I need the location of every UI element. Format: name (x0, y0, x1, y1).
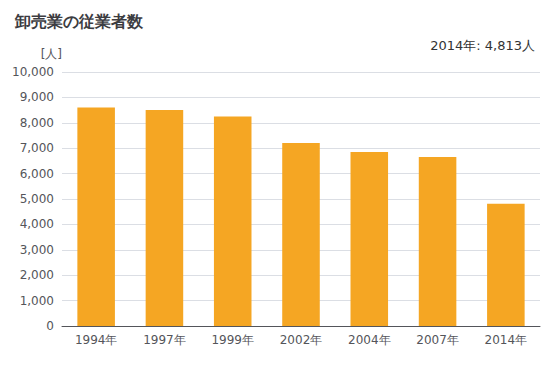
svg-text:8,000: 8,000 (20, 116, 54, 130)
svg-text:4,000: 4,000 (20, 217, 54, 231)
svg-text:10,000: 10,000 (12, 65, 54, 79)
svg-text:[人]: [人] (41, 47, 62, 61)
svg-text:2014年: 2014年 (485, 333, 528, 347)
svg-text:1994年: 1994年 (75, 333, 118, 347)
svg-text:5,000: 5,000 (20, 192, 54, 206)
svg-text:2,000: 2,000 (20, 268, 54, 282)
svg-text:3,000: 3,000 (20, 243, 54, 257)
svg-text:卸売業の従業者数: 卸売業の従業者数 (14, 12, 144, 31)
svg-text:9,000: 9,000 (20, 90, 54, 104)
svg-text:2002年: 2002年 (280, 333, 323, 347)
svg-text:2014年: 4,813人: 2014年: 4,813人 (430, 38, 535, 53)
svg-text:7,000: 7,000 (20, 141, 54, 155)
svg-text:1999年: 1999年 (211, 333, 254, 347)
svg-text:1997年: 1997年 (143, 333, 186, 347)
svg-text:2004年: 2004年 (348, 333, 391, 347)
svg-text:6,000: 6,000 (20, 167, 54, 181)
svg-text:0: 0 (46, 319, 54, 333)
svg-text:2007年: 2007年 (416, 333, 459, 347)
svg-text:1,000: 1,000 (20, 294, 54, 308)
